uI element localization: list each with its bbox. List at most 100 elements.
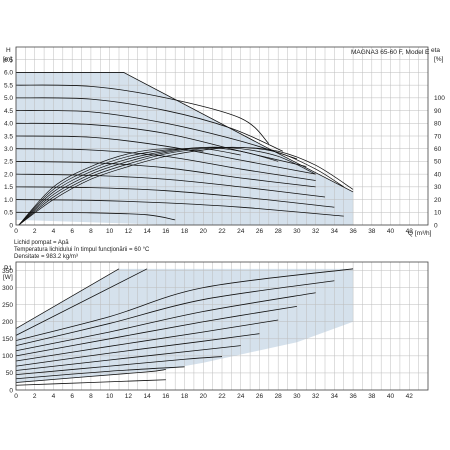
x-tick-label: 26 bbox=[256, 393, 264, 400]
x-tick-label: 12 bbox=[125, 393, 133, 400]
efficiency-line bbox=[18, 147, 279, 226]
eta-tick-label: 50 bbox=[434, 159, 442, 166]
y-tick-label: 2.5 bbox=[4, 159, 13, 166]
x-tick-label: 2 bbox=[33, 393, 37, 400]
x-tick-label: 34 bbox=[331, 228, 339, 235]
eta-tick-label: 0 bbox=[434, 222, 438, 229]
x-tick-label: 40 bbox=[387, 228, 395, 235]
plot-frame bbox=[15, 261, 429, 391]
x-tick-label: 12 bbox=[125, 228, 133, 235]
series-line bbox=[15, 268, 148, 336]
liquid-temperature-note: Temperatura lichidului în timpul funcţio… bbox=[14, 247, 150, 253]
x-tick-label: 38 bbox=[368, 228, 376, 235]
efficiency-line bbox=[18, 147, 354, 226]
series-line bbox=[15, 110, 298, 160]
x-tick-label: 22 bbox=[218, 393, 226, 400]
eta-tick-label: 20 bbox=[434, 197, 442, 204]
series-line bbox=[15, 345, 241, 371]
x-tick-label: 34 bbox=[331, 393, 339, 400]
head-chart-title: MAGNA3 65-60 F, Model E bbox=[351, 49, 430, 56]
y-tick-label: 300 bbox=[2, 285, 13, 292]
series-line bbox=[15, 292, 316, 352]
x-tick-label: 16 bbox=[162, 228, 170, 235]
y-tick-label: 0.5 bbox=[4, 210, 13, 217]
eta-tick-label: 10 bbox=[434, 210, 442, 217]
y-tick-label: 6.0 bbox=[4, 70, 13, 77]
x-tick-label: 38 bbox=[368, 393, 376, 400]
eta-tick-label: 40 bbox=[434, 171, 442, 178]
efficiency-line bbox=[18, 146, 316, 226]
x-tick-label: 24 bbox=[237, 393, 245, 400]
x-tick-label: 20 bbox=[200, 228, 208, 235]
eta-tick-label: 90 bbox=[434, 108, 442, 115]
efficiency-line bbox=[18, 148, 241, 226]
y-tick-label: 0 bbox=[9, 387, 13, 394]
series-line bbox=[16, 72, 354, 193]
y-tick-label: 3.5 bbox=[4, 133, 13, 140]
y-tick-label: 100 bbox=[2, 353, 13, 360]
y-tick-label: 0 bbox=[9, 222, 13, 229]
x-tick-label: 36 bbox=[349, 228, 357, 235]
head-axis-unit: [m] bbox=[3, 56, 12, 63]
x-tick-label: 26 bbox=[256, 228, 264, 235]
eta-tick-label: 80 bbox=[434, 121, 442, 128]
x-tick-label: 4 bbox=[52, 393, 56, 400]
y-tick-label: 3.0 bbox=[4, 146, 13, 153]
series-line bbox=[15, 379, 166, 386]
x-tick-label: 6 bbox=[70, 393, 74, 400]
series-line bbox=[15, 268, 120, 329]
power-axis-label: P1 bbox=[4, 265, 12, 272]
x-tick-label: 24 bbox=[237, 228, 245, 235]
density-note: Densitate = 983.2 kg/m³ bbox=[14, 254, 78, 260]
series-line bbox=[15, 356, 223, 376]
pumped-liquid-note: Lichid pompat = Apă bbox=[14, 240, 69, 246]
series-line bbox=[15, 319, 279, 362]
series-line bbox=[15, 333, 260, 367]
y-tick-label: 150 bbox=[2, 336, 13, 343]
head-curve-chart: 010203040506070809010000.51.01.52.02.53.… bbox=[4, 46, 445, 235]
eta-axis-label: eta bbox=[431, 47, 440, 54]
x-tick-label: 28 bbox=[275, 228, 283, 235]
efficiency-line bbox=[18, 146, 344, 226]
power-axis-unit: [W] bbox=[3, 274, 13, 281]
x-tick-label: 42 bbox=[406, 228, 414, 235]
x-tick-label: 14 bbox=[143, 228, 151, 235]
series-line bbox=[15, 173, 326, 198]
x-tick-label: 22 bbox=[218, 228, 226, 235]
x-tick-label: 4 bbox=[52, 228, 56, 235]
x-tick-label: 10 bbox=[106, 228, 114, 235]
y-tick-label: 350 bbox=[2, 268, 13, 275]
series-line bbox=[15, 97, 284, 152]
x-tick-label: 6 bbox=[70, 228, 74, 235]
x-tick-label: 0 bbox=[14, 228, 18, 235]
x-tick-label: 8 bbox=[89, 393, 93, 400]
series-line bbox=[15, 280, 335, 347]
x-tick-label: 18 bbox=[181, 393, 189, 400]
x-tick-label: 28 bbox=[275, 393, 283, 400]
series-line bbox=[15, 186, 335, 208]
series-line bbox=[15, 135, 316, 175]
x-tick-label: 40 bbox=[387, 393, 395, 400]
x-tick-label: 0 bbox=[14, 393, 18, 400]
series-line bbox=[15, 84, 270, 144]
x-tick-label: 2 bbox=[33, 228, 37, 235]
series-line bbox=[15, 366, 185, 380]
series-line bbox=[15, 305, 297, 357]
eta-tick-label: 60 bbox=[434, 146, 442, 153]
series-line bbox=[15, 369, 166, 383]
y-tick-label: 1.5 bbox=[4, 184, 13, 191]
y-tick-label: 6.5 bbox=[4, 57, 13, 64]
series-line bbox=[15, 199, 344, 217]
y-tick-label: 1.0 bbox=[4, 197, 13, 204]
y-tick-label: 50 bbox=[6, 370, 14, 377]
eta-tick-label: 100 bbox=[434, 95, 445, 102]
x-tick-label: 20 bbox=[200, 393, 208, 400]
x-tick-label: 8 bbox=[89, 228, 93, 235]
eta-axis-unit: [%] bbox=[434, 56, 444, 63]
series-line bbox=[15, 268, 354, 341]
x-tick-label: 42 bbox=[406, 393, 414, 400]
x-tick-label: 14 bbox=[143, 393, 151, 400]
y-tick-label: 5.0 bbox=[4, 95, 13, 102]
eta-tick-label: 70 bbox=[434, 133, 442, 140]
